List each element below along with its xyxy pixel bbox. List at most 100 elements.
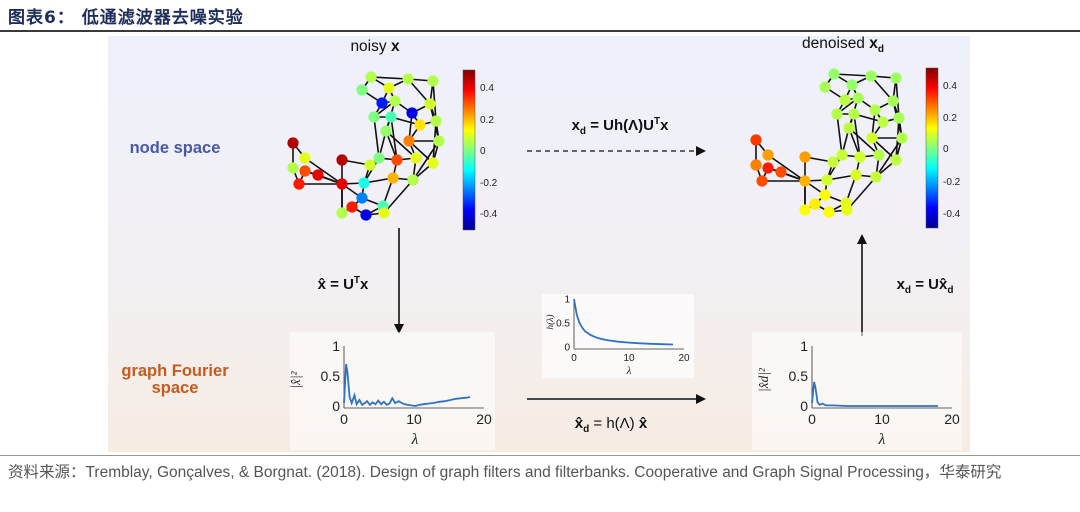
graph-node: [890, 154, 902, 166]
x-tick-label: 0: [808, 411, 816, 427]
graph-node: [410, 152, 422, 164]
equation-top: xd = Uh(Λ)UTx: [572, 116, 669, 137]
colorbar-tick: 0.2: [943, 113, 957, 124]
colorbar-tick: -0.4: [943, 209, 961, 220]
graph-node: [852, 92, 864, 104]
graph-node: [391, 154, 403, 166]
denoised-colorbar: 0.4 0.2 0 -0.2 -0.4: [925, 67, 961, 229]
graph-node: [839, 94, 851, 106]
graph-edge: [836, 113, 843, 156]
fourier-space-label-line2: space: [152, 379, 199, 397]
noisy-spectrum-plot: 00.510 10 20|x̂|²λ: [288, 338, 492, 448]
x-tick-label: 0: [340, 411, 348, 427]
graph-node: [299, 152, 311, 164]
graph-node: [896, 132, 908, 144]
diagram-canvas: node space graph Fourier space noisy x d…: [108, 35, 970, 452]
graph-edge: [853, 113, 861, 158]
graph-node: [756, 175, 768, 187]
colorbar-tick: 0.4: [943, 81, 957, 92]
bottom-divider: [0, 455, 1080, 456]
x-tick-label: 10: [406, 411, 422, 427]
source-citation: Tremblay, Gonçalves, & Borgnat. (2018). …: [85, 464, 940, 481]
equation-left: x̂ = UTx: [318, 275, 369, 293]
graph-node: [336, 178, 348, 190]
graph-node: [841, 204, 853, 216]
colorbar-tick: 0.4: [480, 83, 494, 94]
graph-node: [287, 162, 299, 174]
graph-node: [750, 134, 762, 146]
graph-node: [843, 122, 855, 134]
series-line: [343, 363, 471, 407]
graph-node: [336, 154, 348, 166]
graph-node: [850, 169, 862, 181]
y-tick-label: 0.5: [321, 368, 341, 384]
graph-edge: [390, 116, 398, 161]
graph-node: [373, 152, 385, 164]
graph-node: [380, 125, 392, 137]
graph-node: [869, 104, 881, 116]
x-tick-label: 10: [623, 353, 635, 364]
graph-node: [866, 132, 878, 144]
graph-node: [854, 151, 866, 163]
x-axis-label: λ: [878, 431, 886, 448]
x-tick-label: 20: [476, 411, 492, 427]
x-tick-label: 20: [944, 411, 960, 427]
graph-node: [336, 207, 348, 219]
graph-node: [823, 206, 835, 218]
graph-node: [762, 162, 774, 174]
graph-node: [287, 137, 299, 149]
denoised-signal-graph: [750, 68, 908, 218]
figure-title: 图表6： 低通滤波器去噪实验: [8, 8, 244, 28]
graph-node: [887, 95, 899, 107]
graph-node: [383, 82, 395, 94]
graph-edge: [385, 130, 417, 159]
graph-node: [848, 108, 860, 120]
filter-response-plot: 00.510 10 20h(λ)λ: [545, 295, 690, 378]
graph-edge: [875, 137, 903, 178]
colorbar-gradient: [462, 69, 476, 231]
graph-node: [893, 112, 905, 124]
graph-node: [821, 174, 833, 186]
y-tick-label: 1: [564, 295, 570, 306]
y-tick-label: 0.5: [556, 319, 570, 330]
graph-edge: [767, 154, 806, 182]
x-tick-label: 20: [678, 353, 690, 364]
x-axis-label: λ: [626, 365, 632, 377]
colorbar-tick: -0.4: [480, 209, 498, 220]
graph-node: [407, 174, 419, 186]
graph-node: [378, 207, 390, 219]
graph-edge: [383, 179, 414, 214]
graph-node: [385, 111, 397, 123]
graph-node: [799, 151, 811, 163]
noisy-x-title: noisy x: [350, 38, 400, 55]
x-axis-label: λ: [411, 431, 419, 448]
graph-node: [358, 177, 370, 189]
graph-node: [870, 171, 882, 183]
graph-node: [836, 149, 848, 161]
graph-node: [433, 135, 445, 147]
graph-node: [828, 68, 840, 80]
graph-node: [293, 178, 305, 190]
noisy-colorbar: 0.4 0.2 0 -0.2 -0.4: [462, 69, 498, 231]
graph-edge: [846, 176, 877, 211]
denoised-spectrum-panel: [752, 332, 962, 450]
graph-node: [403, 135, 415, 147]
colorbar-gradient: [925, 67, 939, 229]
top-divider: [0, 30, 1080, 32]
graph-node: [831, 108, 843, 120]
graph-edge: [833, 73, 872, 77]
fourier-space-label-line1: graph Fourier: [121, 362, 229, 380]
graph-node: [846, 79, 858, 91]
y-tick-label: 0: [800, 398, 808, 414]
graph-node: [827, 156, 839, 168]
series-line: [573, 298, 674, 346]
colorbar-tick: 0: [480, 146, 486, 157]
colorbar-tick: -0.2: [480, 178, 498, 189]
graph-node: [819, 81, 831, 93]
graph-node: [890, 72, 902, 84]
graph-node: [406, 107, 418, 119]
equation-bottom: x̂d = h(Λ) x̂: [575, 415, 648, 435]
graph-node: [427, 75, 439, 87]
graph-node: [427, 157, 439, 169]
graph-node: [877, 116, 889, 128]
